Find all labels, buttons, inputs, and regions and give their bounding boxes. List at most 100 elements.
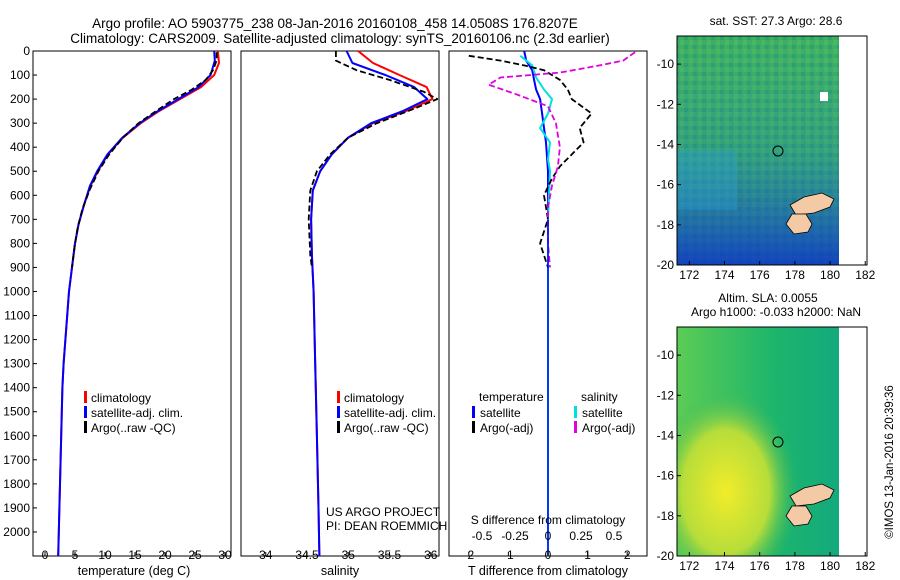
legend-swatch-climatology [337,391,340,403]
series-line-satellite-adj-clim- [57,50,216,557]
legend-swatch-sal-satellite [574,406,577,418]
legend-label-satellite: satellite-adj. clim. [344,406,436,420]
x-tick-label: 15 [128,548,142,562]
x-tick-label: 20 [158,548,172,562]
y-tick-label: 900 [10,260,30,274]
series-line-argo-raw-qc- [71,52,218,268]
x-tick-label: 35 [342,548,356,562]
figure-title-line1: Argo profile: AO 5903775_238 08-Jan-2016… [92,16,578,31]
sla-high-anomaly [677,327,839,556]
x-tick-label-salinity: -0.25 [501,529,529,543]
sla-map-title-line2: Argo h1000: -0.033 h2000: NaN [691,305,861,319]
map-lon-tick-label: 172 [679,268,699,282]
sla-map: Altim. SLA: 0.0055 Argo h1000: -0.033 h2… [657,291,876,573]
series-line-satellite-adj-clim- [310,50,429,557]
salinity-xlabel: salinity [321,564,360,578]
temperature-panel-frame [32,50,232,557]
legend-label-temp-argo: Argo(-adj) [480,421,533,435]
series-line-temperature-argo-adj- [468,54,593,268]
legend-header-salinity: salinity [581,390,618,404]
series-line-salinity-satellite [519,55,553,556]
x-tick-label: 25 [188,548,202,562]
y-tick-label: 1900 [3,501,30,515]
y-tick-label: 0 [23,44,30,58]
legend-label-temp-satellite: satellite [480,406,521,420]
legend-label-satellite: satellite-adj. clim. [91,406,183,420]
y-tick-label: 2000 [3,525,30,539]
imos-timestamp: ©IMOS 13-Jan-2016 20:39:36 [884,385,896,539]
x-tick-label-salinity: 0 [545,529,552,543]
difference-curves [468,50,636,556]
difference-legend: temperature salinity satellite Argo(-adj… [472,390,635,435]
x-tick-label: 1 [584,548,591,562]
legend-swatch-sal-argo [574,421,577,433]
y-tick-label: 100 [10,68,30,82]
y-tick-label: 1500 [3,405,30,419]
salinity-legend: climatology satellite-adj. clim. Argo(..… [337,391,436,435]
y-tick-label: 1200 [3,333,30,347]
map-lat-tick-label: -20 [657,549,675,563]
map-lat-tick-label: -14 [657,137,675,151]
map-lat-tick-label: -12 [657,388,675,402]
map-lon-tick-label: 176 [750,268,770,282]
sla-map-title-line1: Altim. SLA: 0.0055 [718,291,818,305]
figure-title-line2: Climatology: CARS2009. Satellite-adjuste… [70,31,610,46]
map-lat-tick-label: -10 [657,57,675,71]
x-tick-label: 34.5 [295,548,319,562]
y-tick-label: 1300 [3,357,30,371]
map-lat-tick-label: -12 [657,97,675,111]
temperature-xlabel: temperature (deg C) [78,564,191,578]
x-tick-label-salinity: 0.25 [569,529,593,543]
legend-label-sal-satellite: satellite [582,406,623,420]
difference-xlabel-top: S difference from climatology [471,513,626,527]
sst-map: sat. SST: 27.3 Argo: 28.6 172 174 176 178 18… [657,14,876,282]
legend-swatch-climatology [84,391,87,403]
y-tick-label: 1400 [3,381,30,395]
sst-cool-overlay [677,36,839,265]
argo-float-marker-icon [772,145,784,157]
salinity-panel-frame [240,50,440,557]
legend-swatch-temp-satellite [472,406,475,418]
map-lat-tick-label: -18 [657,509,675,523]
x-tick-label-salinity: -0.5 [472,529,493,543]
x-tick-label: -2 [463,548,474,562]
map-lat-tick-label: -18 [657,218,675,232]
series-line-climatology [57,50,220,557]
map-lat-tick-label: -20 [657,258,675,272]
x-tick-label: 5 [72,548,79,562]
legend-header-temperature: temperature [479,390,544,404]
temperature-legend: climatology satellite-adj. clim. Argo(..… [84,391,183,435]
legend-label-climatology: climatology [344,391,404,405]
map-lat-tick-label: -16 [657,469,675,483]
map-lon-tick-label: 178 [785,559,805,573]
map-lat-tick-label: -14 [657,428,675,442]
x-tick-label: 35.5 [378,548,402,562]
map-lon-tick-label: 174 [714,268,734,282]
map-lon-tick-label: 180 [820,559,840,573]
legend-swatch-temp-argo [472,421,475,433]
x-tick-label: 0 [545,548,552,562]
y-tick-label: 200 [10,92,30,106]
x-tick-label: 10 [98,548,112,562]
fiji-island-icon [785,213,813,235]
difference-xlabel: T difference from climatology [468,564,629,578]
x-tick-label: -1 [503,548,514,562]
series-line-salinity-argo-adj- [487,51,636,268]
legend-label-argo: Argo(..raw -QC) [344,421,429,435]
argo-float-marker-icon [772,436,784,448]
y-tick-label: 600 [10,188,30,202]
map-lon-tick-label: 182 [855,268,875,282]
map-lon-tick-label: 178 [785,268,805,282]
legend-label-argo: Argo(..raw -QC) [91,421,176,435]
legend-label-climatology: climatology [91,391,151,405]
map-lon-tick-label: 180 [820,268,840,282]
y-tick-label: 1700 [3,453,30,467]
map-lon-tick-label: 176 [750,559,770,573]
legend-swatch-satellite [84,406,87,418]
y-tick-label: 400 [10,140,30,154]
axis-ticks: 0100200300400500600700800900100011001200… [3,44,631,562]
y-tick-label: 500 [10,164,30,178]
legend-swatch-argo [84,421,87,433]
temperature-curves [57,50,220,557]
